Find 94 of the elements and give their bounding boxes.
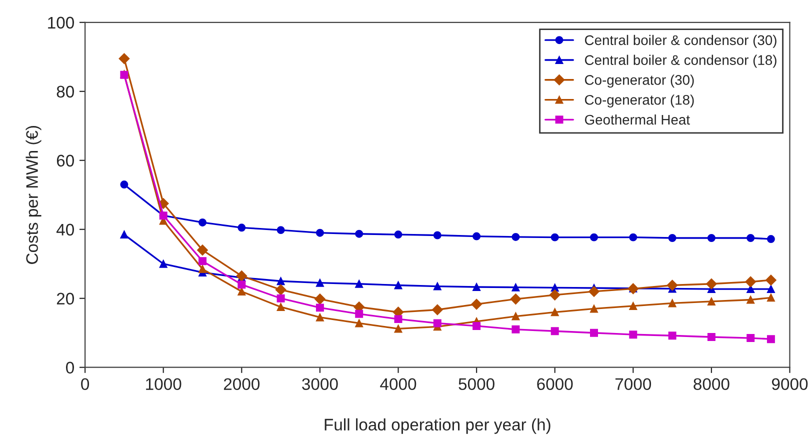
point (394, 281, 402, 290)
x-tick-label: 2000 (224, 378, 260, 390)
x-tick-label: 9000 (772, 378, 808, 390)
point (707, 234, 716, 242)
point (512, 325, 520, 334)
y-tick-label: 80 (56, 86, 74, 98)
point (198, 265, 206, 274)
point (707, 297, 716, 306)
x-tick-label: 5000 (458, 378, 494, 390)
x-tick-label: 4000 (380, 378, 416, 390)
point (355, 280, 364, 288)
point (433, 282, 442, 290)
point (432, 304, 443, 316)
point (394, 324, 402, 333)
point (198, 218, 206, 226)
point (512, 312, 520, 320)
point (629, 233, 638, 242)
point (512, 232, 520, 241)
point (590, 328, 598, 337)
point (512, 283, 520, 292)
point (394, 230, 402, 239)
point (198, 257, 206, 266)
x-tick-label: 3000 (302, 378, 338, 390)
point (766, 285, 775, 294)
x-tick-label: 0 (81, 378, 90, 390)
point (236, 270, 248, 282)
point (316, 228, 324, 237)
point (510, 294, 522, 304)
point (120, 180, 128, 189)
point (471, 298, 482, 310)
point (550, 308, 559, 316)
legend-label: Co-generator (30) (584, 74, 694, 88)
x-tick-label: 1000 (146, 378, 182, 390)
point (590, 304, 598, 313)
point (472, 322, 481, 330)
point (588, 286, 600, 297)
point (766, 235, 775, 244)
point (746, 296, 755, 304)
point (118, 53, 130, 64)
x-tick-label: 6000 (537, 378, 573, 390)
point (316, 313, 324, 322)
point (549, 289, 560, 300)
point (276, 277, 285, 286)
legend-label: Geothermal Heat (584, 114, 690, 125)
y-tick-label: 20 (56, 292, 74, 305)
point (159, 260, 168, 268)
point (472, 282, 481, 291)
x-tick-label: 7000 (615, 378, 652, 390)
x-tick-label: 8000 (694, 378, 730, 390)
legend-label: Central boiler & condensor (30) (584, 34, 776, 48)
point (706, 278, 717, 290)
point (472, 232, 481, 240)
point (766, 335, 775, 344)
point (197, 244, 208, 256)
point (629, 302, 638, 310)
point (746, 234, 755, 242)
point (668, 299, 676, 308)
point (276, 294, 285, 302)
point (314, 294, 326, 304)
point (666, 280, 678, 291)
point (766, 294, 775, 302)
point (355, 230, 364, 238)
point (745, 276, 756, 288)
point (355, 310, 364, 318)
legend-label: Co-generator (18) (584, 94, 694, 108)
point (433, 231, 442, 240)
point (550, 327, 559, 336)
point (629, 330, 638, 339)
x-axis-title: Full load operation per year (h) (324, 418, 550, 434)
point (316, 278, 324, 287)
point (394, 315, 402, 324)
point (590, 233, 598, 242)
point (238, 280, 246, 289)
point (275, 284, 286, 296)
point (355, 319, 364, 328)
y-tick-label: 40 (56, 224, 74, 236)
point (316, 304, 324, 312)
point (276, 226, 285, 234)
point (668, 332, 676, 340)
legend-label: Central boiler & condensor (18) (584, 54, 776, 68)
point (276, 303, 285, 311)
y-tick-label: 100 (48, 16, 74, 29)
y-tick-label: 60 (56, 154, 74, 167)
y-tick-label: 0 (66, 362, 74, 374)
point (746, 285, 755, 294)
point (707, 333, 716, 341)
point (746, 334, 755, 342)
point (766, 274, 776, 286)
y-axis-title: Costs per MWh (€) (26, 126, 42, 264)
point (238, 224, 246, 232)
point (668, 234, 676, 242)
point (120, 230, 128, 239)
point (550, 233, 559, 242)
point (433, 319, 442, 328)
